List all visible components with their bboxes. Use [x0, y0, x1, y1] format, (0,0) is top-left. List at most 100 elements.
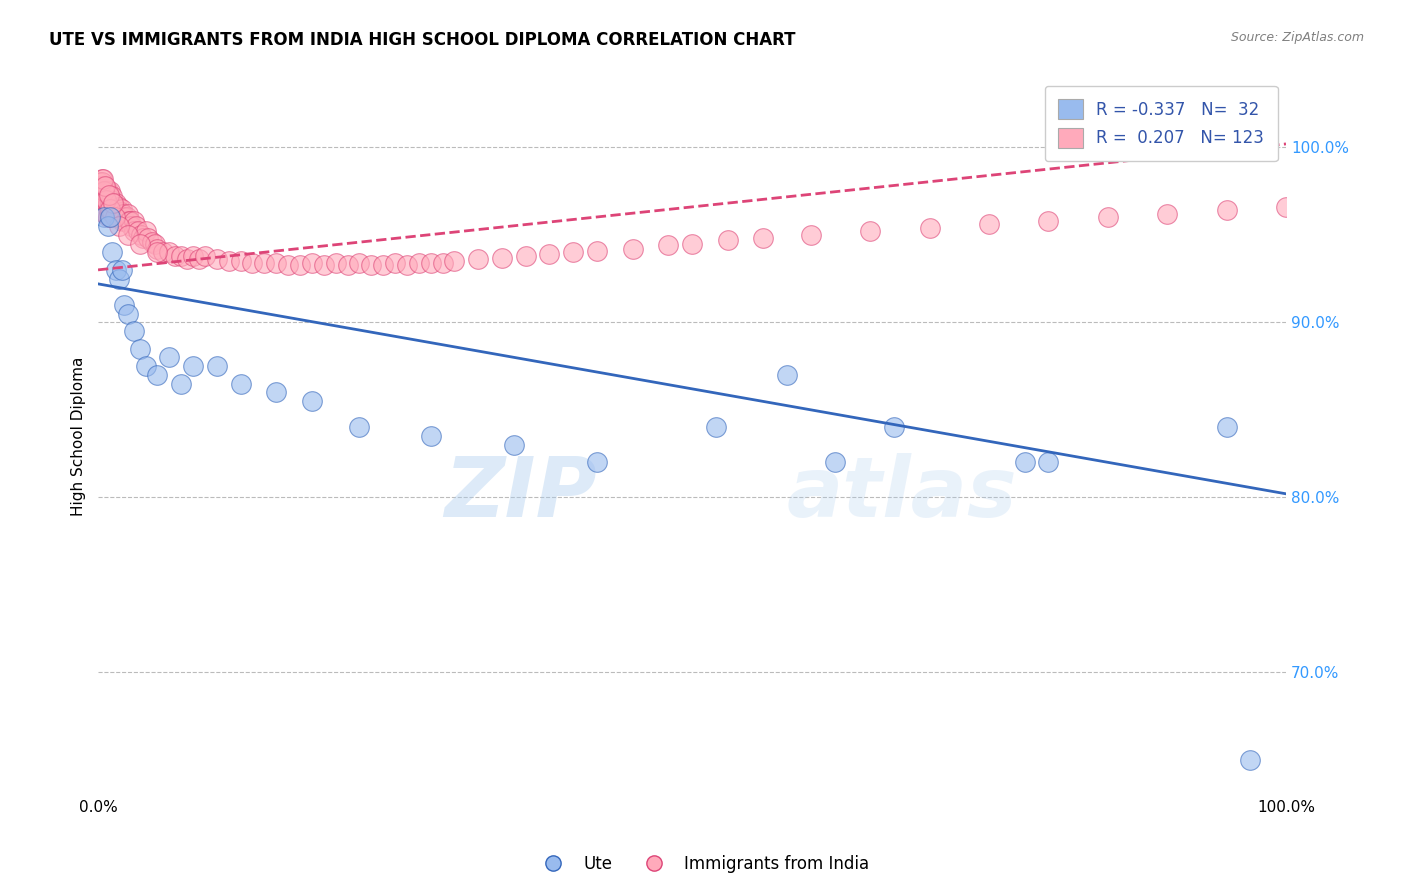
Point [93, 189, 115, 203]
Point [96, 211, 118, 225]
Point [325, 256, 347, 270]
Point [1156, 207, 1178, 221]
Point [117, 307, 139, 321]
Point [824, 455, 846, 469]
Point [104, 196, 127, 211]
Point [491, 251, 513, 265]
Point [103, 207, 125, 221]
Point [1215, 203, 1237, 218]
Point [91, 196, 114, 211]
Point [108, 271, 131, 285]
Point [90, 172, 112, 186]
Point [253, 256, 276, 270]
Point [218, 254, 240, 268]
Point [1215, 420, 1237, 434]
Point [157, 245, 180, 260]
Point [104, 263, 127, 277]
Point [312, 258, 335, 272]
Point [349, 256, 371, 270]
Point [104, 211, 127, 225]
Point [135, 224, 157, 238]
Point [110, 205, 132, 219]
Point [170, 376, 193, 391]
Legend: R = -0.337   N=  32, R =  0.207   N= 123: R = -0.337 N= 32, R = 0.207 N= 123 [1045, 86, 1278, 161]
Point [264, 256, 287, 270]
Point [96, 196, 118, 211]
Point [96, 196, 118, 211]
Point [977, 218, 1000, 232]
Point [1014, 455, 1036, 469]
Point [181, 359, 204, 373]
Point [96, 184, 118, 198]
Point [918, 220, 941, 235]
Point [97, 187, 120, 202]
Point [94, 207, 117, 221]
Point [115, 211, 138, 225]
Point [395, 258, 418, 272]
Point [1038, 455, 1060, 469]
Point [176, 252, 198, 267]
Point [93, 184, 115, 198]
Point [170, 249, 193, 263]
Point [96, 193, 118, 207]
Point [229, 254, 252, 268]
Point [152, 245, 174, 260]
Point [373, 258, 395, 272]
Point [586, 244, 609, 258]
Point [97, 189, 120, 203]
Point [103, 196, 125, 211]
Point [107, 207, 129, 221]
Point [443, 254, 465, 268]
Point [112, 211, 135, 225]
Point [96, 184, 118, 198]
Point [205, 359, 228, 373]
Point [104, 207, 127, 221]
Point [146, 242, 169, 256]
Point [122, 324, 145, 338]
Point [111, 214, 134, 228]
Point [101, 202, 124, 216]
Point [108, 211, 131, 225]
Point [586, 455, 609, 469]
Point [89, 175, 111, 189]
Point [122, 224, 145, 238]
Point [141, 235, 163, 249]
Point [128, 236, 150, 251]
Point [91, 184, 114, 198]
Point [125, 219, 148, 234]
Point [157, 351, 180, 365]
Point [515, 249, 537, 263]
Point [752, 231, 775, 245]
Point [111, 263, 134, 277]
Point [127, 224, 149, 238]
Point [229, 376, 252, 391]
Point [128, 342, 150, 356]
Point [98, 211, 121, 225]
Legend: Ute, Immigrants from India: Ute, Immigrants from India [530, 848, 876, 880]
Point [419, 256, 441, 270]
Point [100, 205, 122, 219]
Point [104, 202, 127, 216]
Point [94, 184, 117, 198]
Point [94, 178, 117, 193]
Point [288, 258, 311, 272]
Point [277, 258, 299, 272]
Point [800, 227, 823, 242]
Point [96, 207, 118, 221]
Point [242, 256, 264, 270]
Point [91, 172, 114, 186]
Point [776, 368, 799, 382]
Point [194, 249, 217, 263]
Point [432, 256, 454, 270]
Point [301, 256, 323, 270]
Point [657, 238, 679, 252]
Point [120, 214, 142, 228]
Point [132, 231, 155, 245]
Point [165, 249, 187, 263]
Point [90, 193, 112, 207]
Point [89, 196, 111, 211]
Point [136, 231, 159, 245]
Point [129, 227, 152, 242]
Point [1038, 214, 1060, 228]
Point [859, 224, 882, 238]
